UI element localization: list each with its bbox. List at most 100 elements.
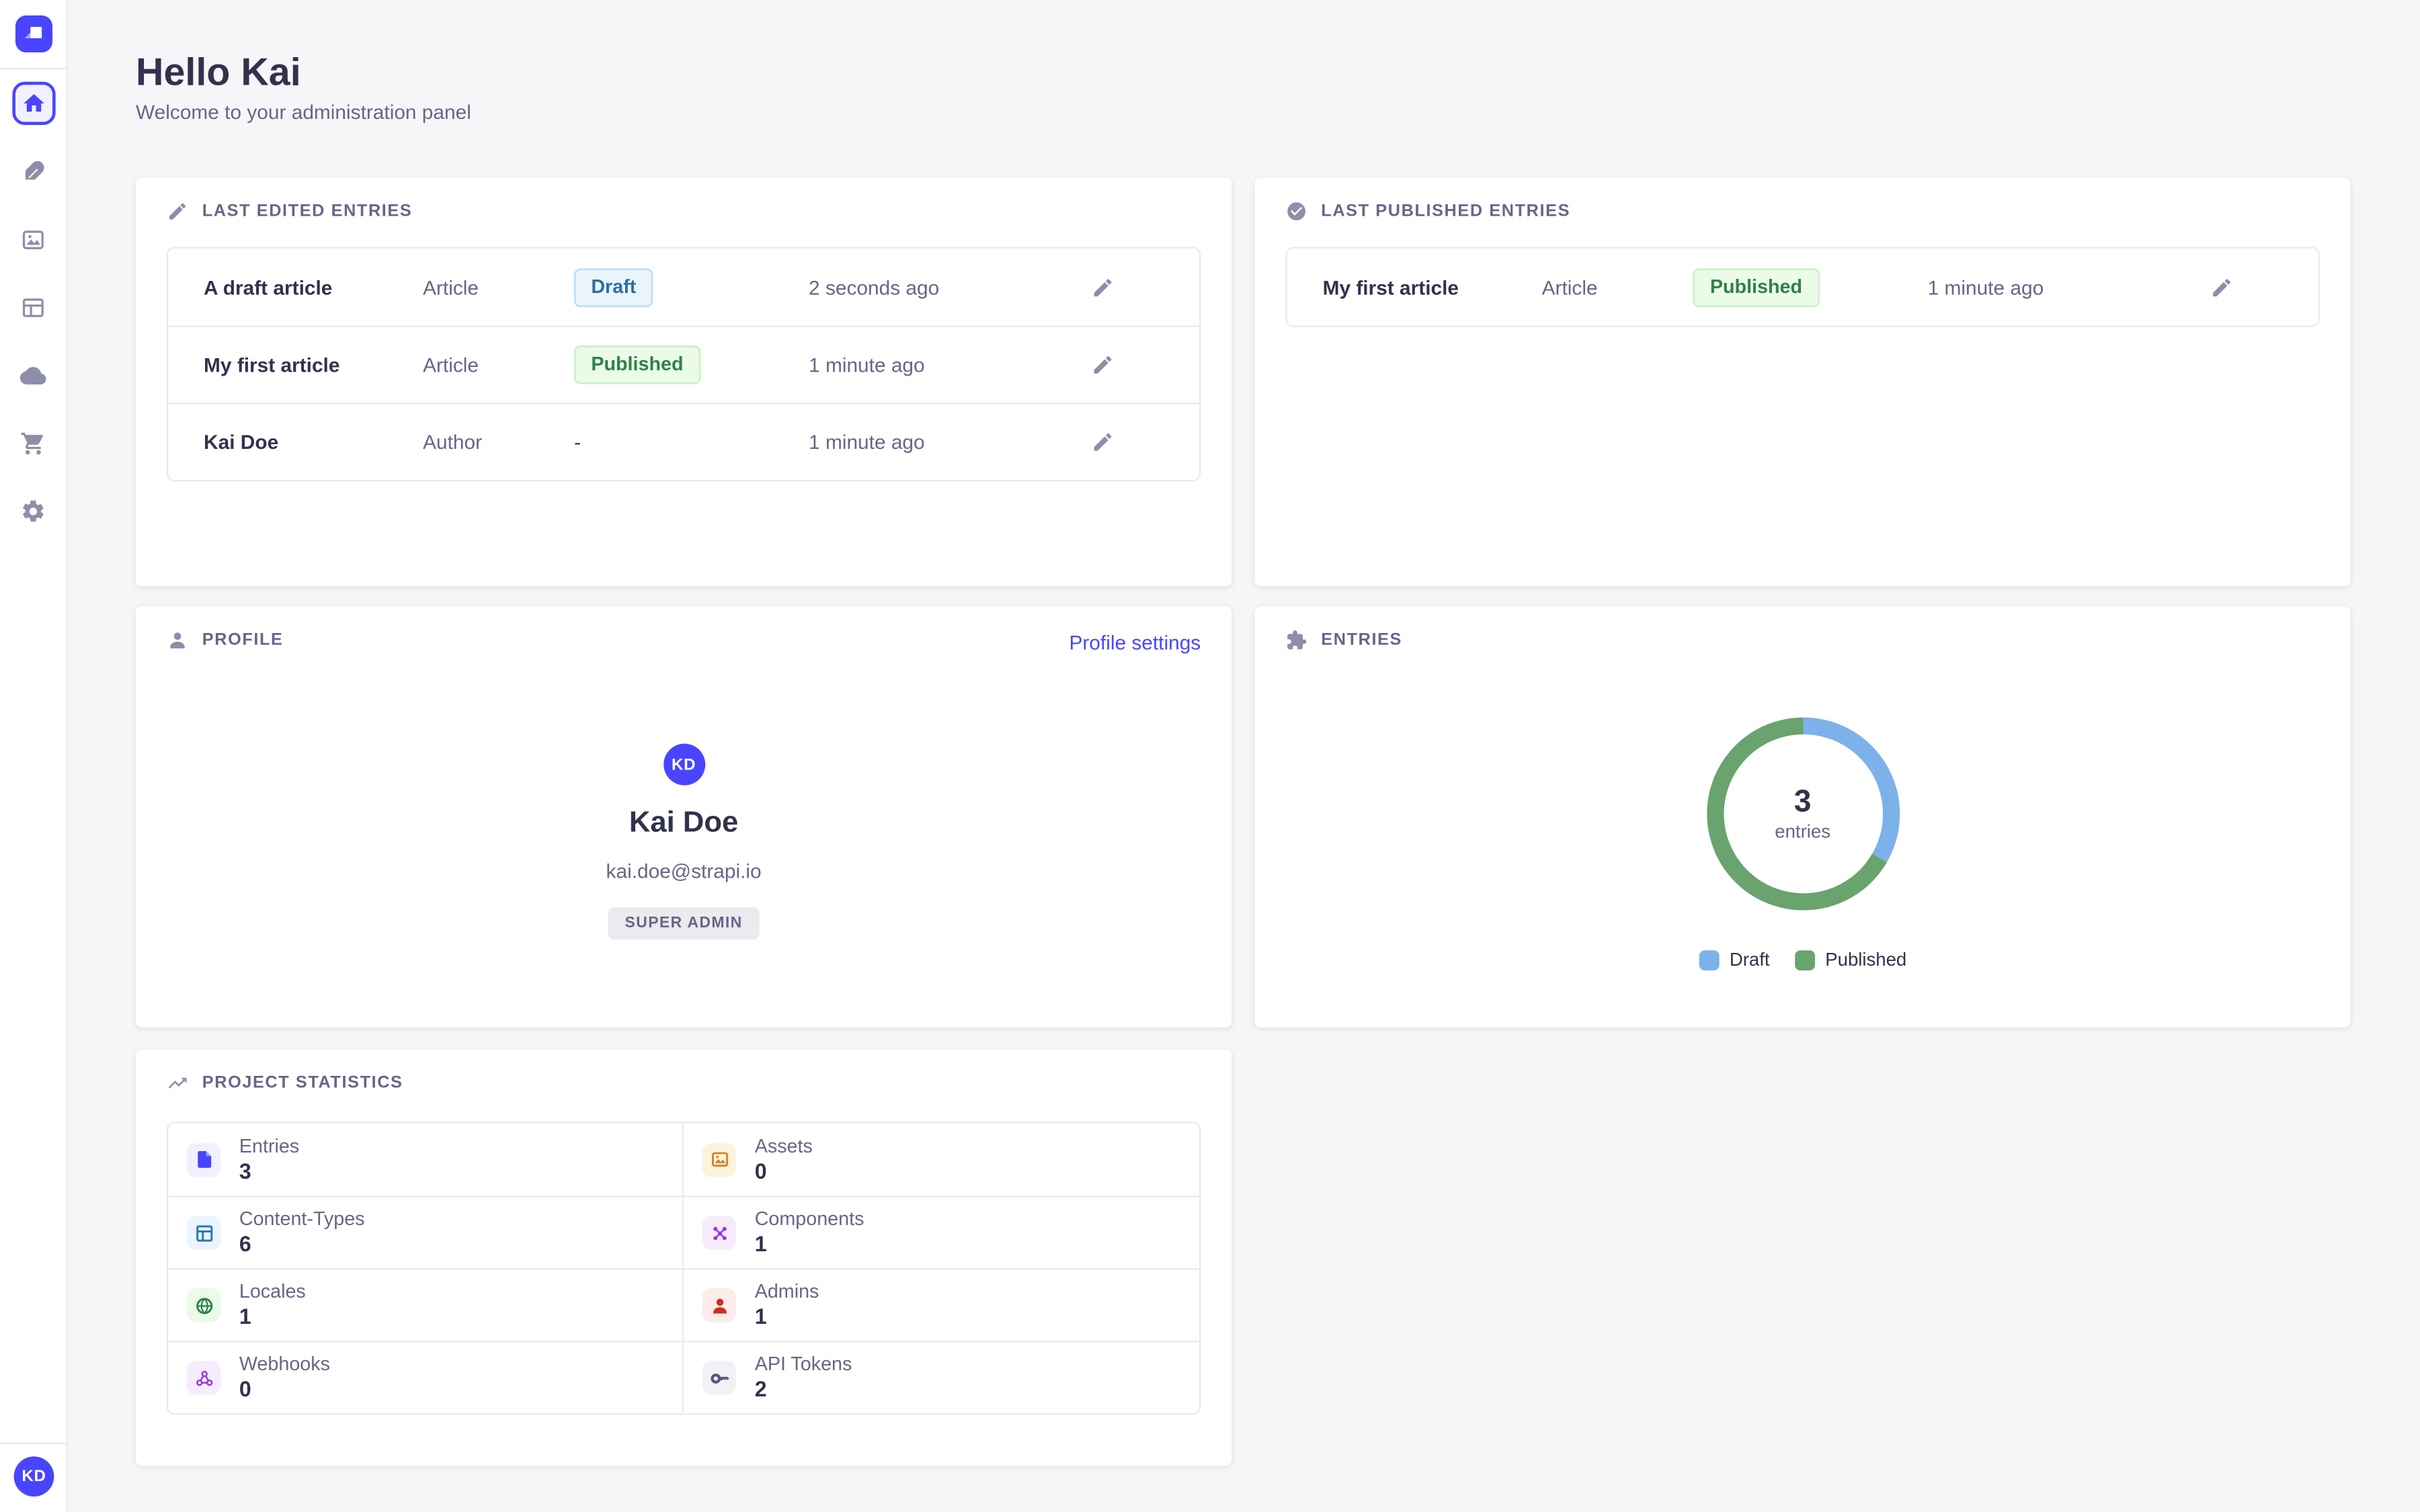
sidebar-item-cloud[interactable] (11, 353, 54, 396)
stat-locales: Locales 1 (168, 1268, 684, 1341)
entry-type: Article (1541, 275, 1598, 299)
avatar: KD (663, 743, 705, 786)
stat-admins: Admins 1 (684, 1268, 1199, 1341)
donut-legend: Draft Published (1255, 949, 2351, 970)
donut-svg (1706, 717, 1900, 911)
edit-entry-button[interactable] (1080, 265, 1123, 308)
status-badge: Published (574, 345, 700, 384)
key-icon (702, 1360, 737, 1395)
pencil-icon (1093, 433, 1111, 451)
entry-time: 1 minute ago (1927, 275, 2044, 299)
table-row[interactable]: My first article Article Published 1 min… (1287, 249, 2318, 326)
legend-swatch-published (1794, 950, 1815, 970)
settings-gear-icon (23, 499, 44, 521)
pencil-icon (1093, 356, 1111, 374)
sidebar-user-avatar[interactable]: KD (13, 1456, 54, 1497)
project-statistics-card: PROJECT STATISTICS Entries 3 Assets 0 Cont… (136, 1049, 1232, 1466)
last-published-table: My first article Article Published 1 min… (1285, 247, 2320, 327)
entry-name: My first article (1322, 275, 1459, 299)
stat-value: 1 (754, 1232, 767, 1257)
donut-total: 3 (1793, 785, 1812, 820)
stat-label: Locales (239, 1280, 306, 1303)
table-row[interactable]: A draft article Article Draft 2 seconds … (168, 249, 1199, 326)
legend-item-published: Published (1794, 949, 1906, 970)
last-edited-entries-card: LAST EDITED ENTRIES A draft article Arti… (136, 177, 1232, 587)
stat-value: 0 (754, 1159, 767, 1183)
stat-value: 0 (239, 1377, 251, 1402)
profile-card: PROFILE Profile settings KD Kai Doe kai.… (136, 606, 1232, 1028)
media-library-icon (22, 230, 44, 249)
pencil-icon (169, 203, 186, 220)
globe-icon (186, 1288, 221, 1322)
profile-settings-link[interactable]: Profile settings (1069, 631, 1201, 655)
status-badge: Published (1693, 267, 1820, 306)
stat-value: 3 (239, 1159, 251, 1183)
table-row[interactable]: My first article Article Published 1 min… (168, 325, 1199, 403)
strapi-logo (15, 15, 53, 53)
legend-label: Published (1825, 948, 1907, 971)
project-statistics-header: PROJECT STATISTICS (136, 1049, 1232, 1109)
donut-center: 3 entries (1705, 716, 1901, 912)
last-published-entries-header: LAST PUBLISHED ENTRIES (1255, 177, 2351, 238)
file-icon (186, 1142, 221, 1177)
last-edited-entries-header: LAST EDITED ENTRIES (136, 177, 1232, 238)
feather-icon (25, 160, 44, 179)
sidebar-item-home[interactable] (11, 81, 55, 125)
profile-email: kai.doe@strapi.io (606, 859, 762, 883)
card-title: LAST EDITED ENTRIES (202, 202, 413, 221)
entry-type: Article (423, 353, 479, 377)
sidebar-item-content-type-builder[interactable] (11, 286, 54, 329)
stat-webhooks: Webhooks 0 (168, 1341, 684, 1414)
trend-up-icon (168, 1077, 187, 1089)
legend-swatch-draft (1698, 950, 1719, 970)
entry-time: 2 seconds ago (809, 275, 940, 299)
entries-donut-chart: 3 entries (1705, 716, 1901, 912)
profile-name: Kai Doe (629, 806, 739, 839)
sidebar-nav (0, 81, 67, 532)
sidebar-item-content-manager[interactable] (11, 150, 54, 193)
user-icon (702, 1288, 737, 1322)
page-title: Hello Kai (136, 50, 301, 95)
stat-components: Components 1 (684, 1195, 1199, 1268)
sidebar-item-settings[interactable] (11, 489, 54, 532)
sidebar: KD (0, 0, 69, 1512)
webhook-icon (186, 1360, 221, 1395)
stat-value: 1 (754, 1304, 767, 1329)
sidebar-item-media-library[interactable] (11, 218, 54, 261)
last-edited-table: A draft article Article Draft 2 seconds … (166, 247, 1201, 482)
stat-entries: Entries 3 (168, 1123, 684, 1196)
role-badge: SUPER ADMIN (608, 907, 760, 940)
entry-time: 1 minute ago (809, 353, 925, 377)
table-row[interactable]: Kai Doe Author - 1 minute ago (168, 403, 1199, 480)
edit-entry-button[interactable] (1080, 343, 1123, 386)
donut-total-label: entries (1775, 821, 1830, 843)
stat-label: Admins (754, 1280, 819, 1303)
stat-label: Components (754, 1208, 864, 1230)
profile-body: KD Kai Doe kai.doe@strapi.io SUPER ADMIN (136, 667, 1232, 940)
entry-type: Author (423, 430, 483, 454)
entry-type: Article (423, 275, 479, 299)
pencil-icon (2212, 278, 2230, 296)
sidebar-item-marketplace[interactable] (11, 421, 54, 464)
edit-entry-button[interactable] (1080, 421, 1123, 464)
legend-item-draft: Draft (1698, 948, 1770, 971)
puzzle-icon (1287, 630, 1307, 650)
entry-time: 1 minute ago (809, 430, 925, 454)
donut-segment-published (1706, 717, 1900, 911)
legend-label: Draft (1729, 948, 1770, 971)
entry-name: Kai Doe (204, 430, 279, 454)
stat-api-tokens: API Tokens 2 (684, 1341, 1199, 1413)
entries-card: ENTRIES 3 entries Draft Published (1254, 606, 2351, 1028)
stat-label: API Tokens (754, 1353, 852, 1375)
picture-icon (702, 1142, 737, 1177)
status-badge: Draft (574, 267, 653, 306)
edit-entry-button[interactable] (2200, 265, 2243, 308)
layout-icon (186, 1216, 221, 1250)
strapi-logo-glyph (24, 26, 42, 38)
card-title: ENTRIES (1321, 631, 1403, 650)
content-type-builder-icon (22, 298, 44, 317)
stat-value: 1 (239, 1304, 251, 1329)
stat-assets: Assets 0 (684, 1123, 1199, 1195)
check-circle-icon (1287, 202, 1305, 220)
entry-name: A draft article (204, 275, 333, 299)
